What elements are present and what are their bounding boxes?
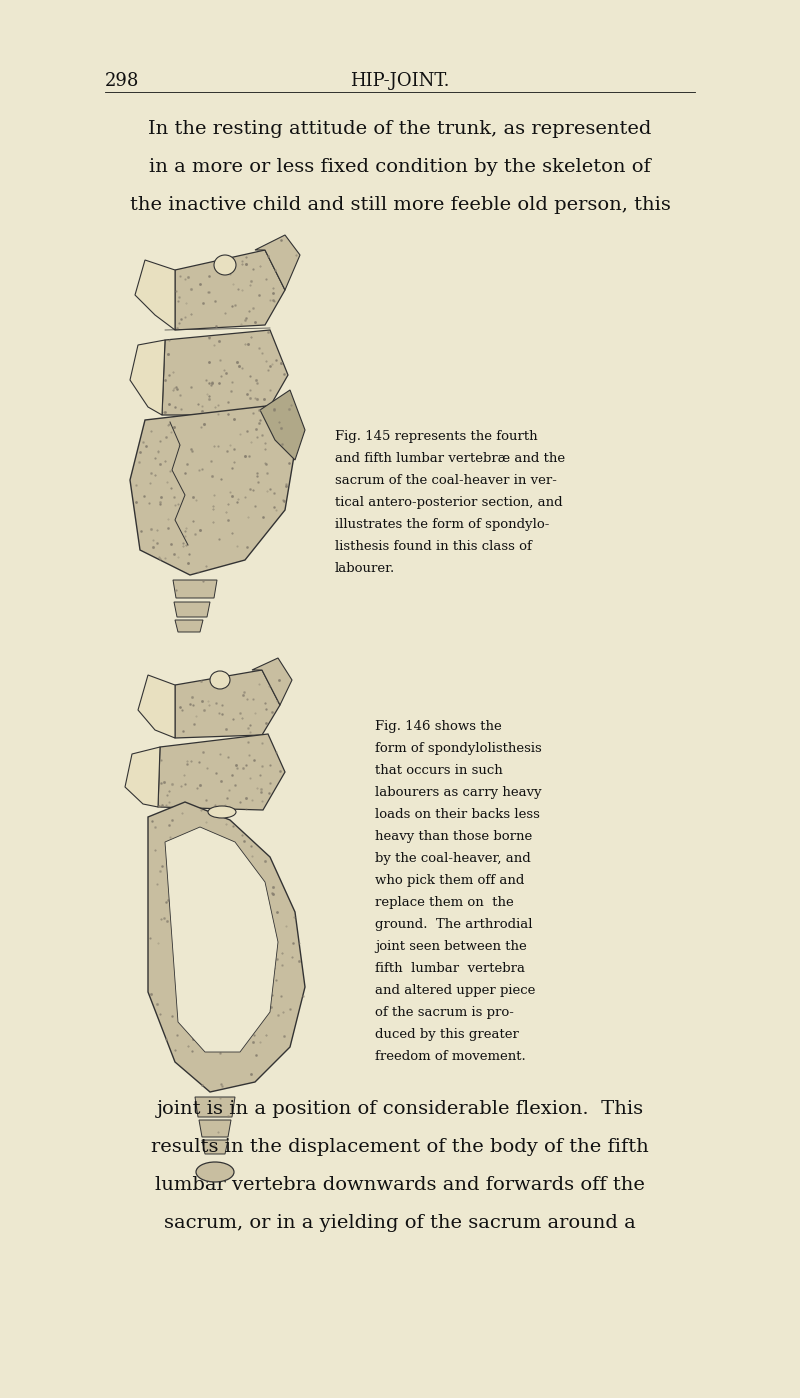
- Text: labourers as carry heavy: labourers as carry heavy: [375, 786, 542, 800]
- Text: ground.  The arthrodial: ground. The arthrodial: [375, 918, 533, 931]
- Text: HIP-JOINT.: HIP-JOINT.: [350, 73, 450, 89]
- Polygon shape: [165, 828, 278, 1053]
- Text: results in the displacement of the body of the fifth: results in the displacement of the body …: [151, 1138, 649, 1156]
- Text: Fig. 146 shows the: Fig. 146 shows the: [375, 720, 502, 733]
- Text: joint is in a position of considerable flexion.  This: joint is in a position of considerable f…: [157, 1100, 643, 1118]
- Polygon shape: [175, 250, 285, 330]
- Text: sacrum, or in a yielding of the sacrum around a: sacrum, or in a yielding of the sacrum a…: [164, 1213, 636, 1232]
- Text: joint seen between the: joint seen between the: [375, 939, 526, 953]
- Text: heavy than those borne: heavy than those borne: [375, 830, 532, 843]
- Text: replace them on  the: replace them on the: [375, 896, 514, 909]
- Ellipse shape: [196, 1162, 234, 1181]
- Polygon shape: [255, 235, 300, 289]
- Text: In the resting attitude of the trunk, as represented: In the resting attitude of the trunk, as…: [148, 120, 652, 138]
- Text: Fig. 145 represents the fourth: Fig. 145 represents the fourth: [335, 431, 538, 443]
- Polygon shape: [130, 340, 165, 415]
- Text: sacrum of the coal-heaver in ver-: sacrum of the coal-heaver in ver-: [335, 474, 557, 487]
- Text: by the coal-heaver, and: by the coal-heaver, and: [375, 851, 530, 865]
- Polygon shape: [130, 405, 295, 575]
- Polygon shape: [195, 1097, 235, 1117]
- Ellipse shape: [210, 671, 230, 689]
- Text: loads on their backs less: loads on their backs less: [375, 808, 540, 821]
- Text: form of spondylolisthesis: form of spondylolisthesis: [375, 742, 542, 755]
- Text: illustrates the form of spondylo-: illustrates the form of spondylo-: [335, 519, 550, 531]
- Text: labourer.: labourer.: [335, 562, 395, 575]
- Text: 298: 298: [105, 73, 139, 89]
- Polygon shape: [173, 580, 217, 598]
- Ellipse shape: [208, 807, 236, 818]
- Ellipse shape: [214, 254, 236, 275]
- Text: duced by this greater: duced by this greater: [375, 1028, 519, 1042]
- Polygon shape: [252, 658, 292, 705]
- Polygon shape: [148, 802, 305, 1092]
- Polygon shape: [125, 747, 160, 807]
- Text: the inactive child and still more feeble old person, this: the inactive child and still more feeble…: [130, 196, 670, 214]
- Text: and fifth lumbar vertebræ and the: and fifth lumbar vertebræ and the: [335, 452, 565, 466]
- Text: fifth  lumbar  vertebra: fifth lumbar vertebra: [375, 962, 525, 974]
- Text: who pick them off and: who pick them off and: [375, 874, 524, 886]
- Text: and altered upper piece: and altered upper piece: [375, 984, 535, 997]
- Text: listhesis found in this class of: listhesis found in this class of: [335, 540, 532, 554]
- Polygon shape: [260, 390, 305, 460]
- Polygon shape: [199, 1120, 231, 1137]
- Text: of the sacrum is pro-: of the sacrum is pro-: [375, 1007, 514, 1019]
- Polygon shape: [175, 670, 280, 738]
- Polygon shape: [138, 675, 175, 738]
- Text: freedom of movement.: freedom of movement.: [375, 1050, 526, 1062]
- Polygon shape: [162, 330, 288, 415]
- Polygon shape: [174, 603, 210, 617]
- Polygon shape: [135, 260, 175, 330]
- Text: in a more or less fixed condition by the skeleton of: in a more or less fixed condition by the…: [149, 158, 651, 176]
- Text: tical antero-posterior section, and: tical antero-posterior section, and: [335, 496, 562, 509]
- Polygon shape: [175, 619, 203, 632]
- Text: that occurs in such: that occurs in such: [375, 763, 502, 777]
- Text: lumbar vertebra downwards and forwards off the: lumbar vertebra downwards and forwards o…: [155, 1176, 645, 1194]
- Polygon shape: [202, 1139, 228, 1153]
- Polygon shape: [158, 734, 285, 809]
